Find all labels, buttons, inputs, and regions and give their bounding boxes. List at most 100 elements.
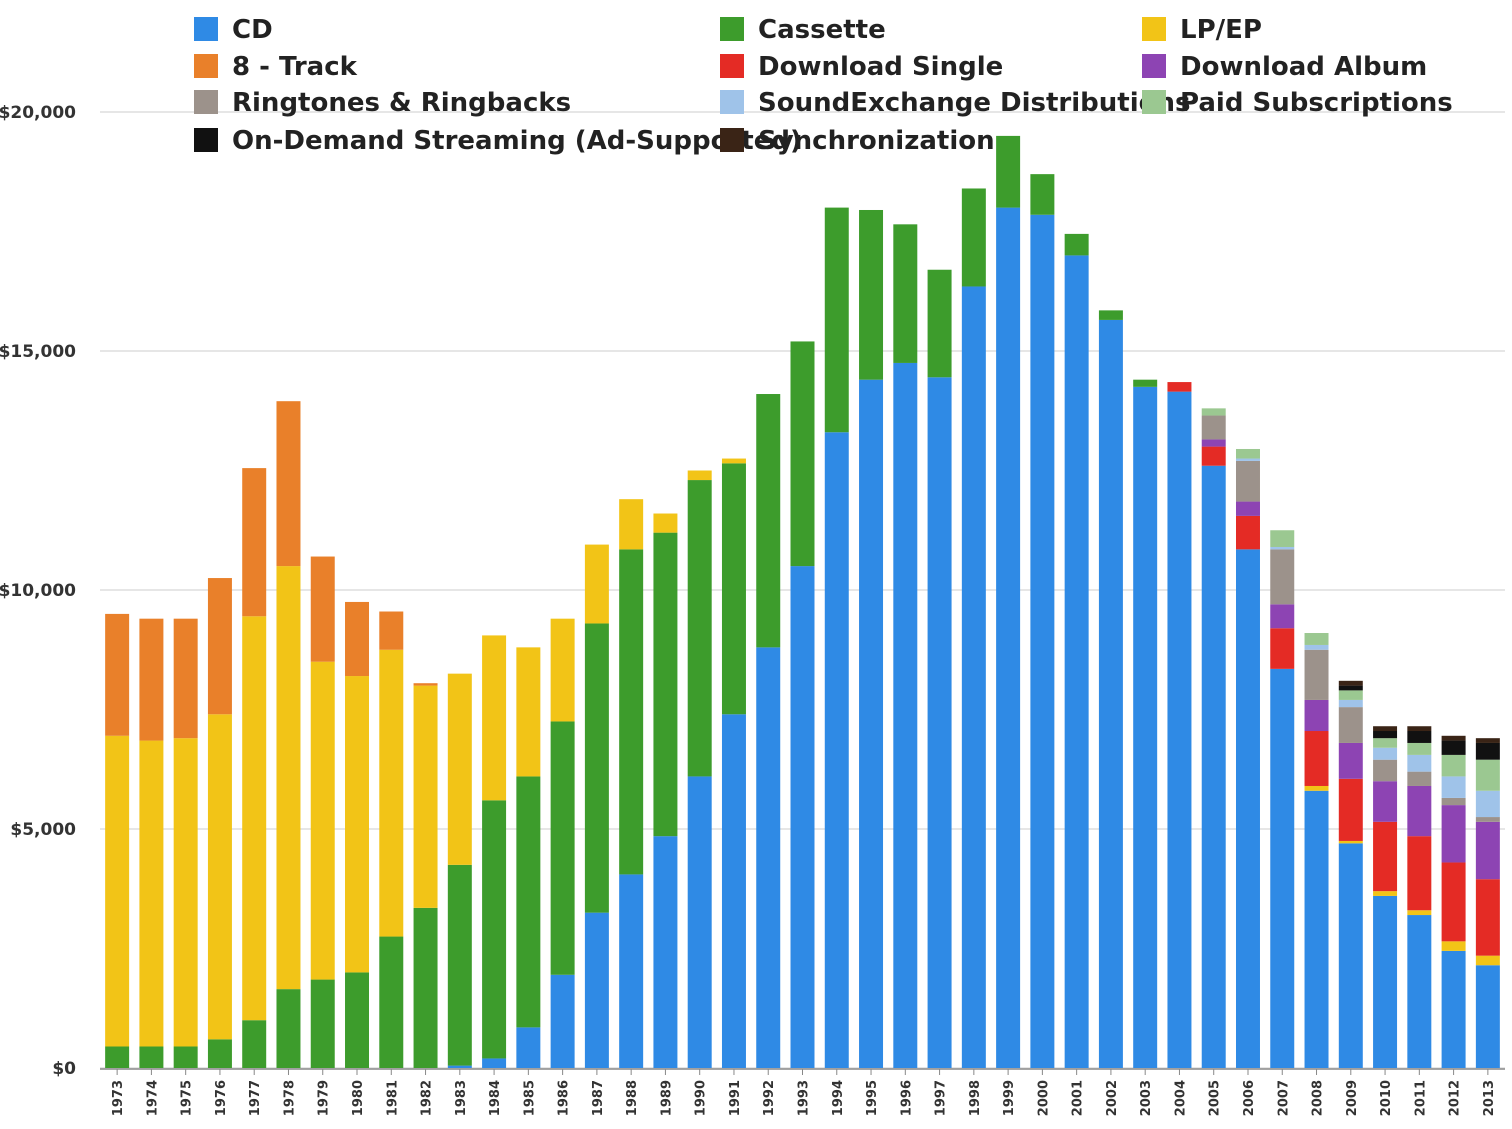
bar-segment [1407, 915, 1432, 1068]
bar-segment [447, 1065, 472, 1068]
bar-stack-2011 [1407, 726, 1432, 1068]
bar-segment [310, 556, 335, 662]
bar-segment [1475, 817, 1500, 822]
bar-segment [379, 649, 404, 937]
bar-stack-1980 [345, 601, 370, 1068]
bar-stack-1984 [482, 635, 507, 1068]
x-tick-label: 1977 [248, 1080, 263, 1116]
bar-stack-1998 [961, 188, 986, 1069]
bar-segment [516, 1027, 541, 1068]
bar-segment [1475, 759, 1500, 791]
x-tick-label: 1986 [557, 1080, 572, 1116]
bar-segment [1441, 740, 1466, 755]
bar-stack-2012 [1441, 735, 1466, 1068]
bar-segment [482, 635, 507, 801]
bar-segment [1098, 319, 1123, 1068]
bar-stack-1995 [859, 209, 884, 1068]
bar-segment [173, 618, 198, 739]
x-tick-label: 1996 [899, 1080, 914, 1116]
x-tick-label: 1991 [728, 1080, 743, 1116]
bar-segment [859, 209, 884, 380]
legend-swatch [1142, 17, 1166, 41]
bar-stack-2008 [1304, 633, 1329, 1068]
bar-segment [584, 544, 609, 624]
bar-segment [1407, 742, 1432, 755]
legend-item: Download Single [720, 52, 1003, 82]
bar-segment [1201, 446, 1226, 466]
bar-segment [961, 286, 986, 1069]
bar-stack-1986 [550, 618, 575, 1068]
bar-segment [1304, 649, 1329, 700]
bar-stack-2007 [1270, 530, 1295, 1068]
x-tick-label: 2005 [1208, 1080, 1223, 1116]
bar-segment [1304, 633, 1329, 645]
x-tick-label: 2013 [1482, 1080, 1497, 1116]
bar-segment [173, 1046, 198, 1068]
bar-segment [927, 377, 952, 1068]
legend-label: Synchronization [758, 126, 995, 156]
bar-segment [1064, 233, 1089, 256]
bar-segment [1098, 310, 1123, 320]
bar-segment [1441, 862, 1466, 942]
bar-segment [1373, 895, 1398, 1068]
bar-segment [1475, 955, 1500, 966]
bar-segment [550, 974, 575, 1068]
bars [105, 135, 1500, 1069]
legend-label: Cassette [758, 15, 886, 45]
x-tick-label: 2011 [1413, 1080, 1428, 1116]
y-tick-label: $5,000 [10, 820, 76, 840]
bar-segment [1338, 840, 1363, 844]
x-tick-label: 1975 [180, 1080, 195, 1116]
bar-segment [1407, 836, 1432, 911]
bar-segment [893, 224, 918, 363]
bar-segment [276, 401, 301, 567]
bar-segment [276, 566, 301, 990]
bar-segment [1441, 941, 1466, 951]
x-tick-label: 2008 [1311, 1080, 1326, 1116]
bar-segment [1270, 546, 1295, 550]
bar-segment [961, 188, 986, 287]
legend-swatch [1142, 54, 1166, 78]
bar-segment [1373, 738, 1398, 748]
bar-segment [242, 468, 267, 617]
x-axis: 1973 1974 1975 1976 1977 1978 1979 1980 1981 1982… [100, 1068, 1505, 1116]
bar-segment [1270, 628, 1295, 669]
legend: CD Cassette LP/EP 8 - Track Download Single D… [194, 15, 1453, 156]
legend-swatch [194, 54, 218, 78]
bar-segment [139, 618, 164, 741]
bar-segment [824, 207, 849, 433]
bar-segment [1030, 174, 1055, 215]
x-tick-label: 1993 [797, 1080, 812, 1116]
bar-segment [550, 721, 575, 975]
bar-segment [1475, 738, 1500, 743]
legend-item: Cassette [720, 15, 886, 45]
bar-segment [482, 800, 507, 1059]
legend-label: Download Album [1180, 52, 1427, 82]
x-tick-label: 1997 [934, 1080, 949, 1116]
bar-segment [1441, 735, 1466, 741]
bar-stack-1981 [379, 611, 404, 1068]
bar-stack-1973 [105, 613, 130, 1068]
x-tick-label: 1976 [214, 1080, 229, 1116]
bar-segment [139, 1046, 164, 1068]
legend-item: Paid Subscriptions [1142, 88, 1453, 118]
bar-segment [687, 480, 712, 777]
bar-segment [207, 1039, 232, 1068]
bar-segment [619, 549, 644, 875]
bar-segment [584, 912, 609, 1068]
bar-segment [1338, 680, 1363, 686]
bar-stack-1982 [413, 683, 438, 1068]
bar-stack-1988 [619, 499, 644, 1068]
bar-segment [1441, 776, 1466, 798]
bar-segment [1338, 690, 1363, 700]
legend-item: CD [194, 15, 273, 45]
bar-segment [1235, 501, 1260, 516]
legend-item: Download Album [1142, 52, 1427, 82]
bar-segment [996, 135, 1021, 208]
bar-segment [1407, 731, 1432, 743]
bar-segment [859, 379, 884, 1068]
bar-segment [1407, 785, 1432, 837]
bar-stack-2009 [1338, 680, 1363, 1068]
bar-segment [413, 685, 438, 908]
x-tick-label: 1982 [420, 1080, 435, 1116]
